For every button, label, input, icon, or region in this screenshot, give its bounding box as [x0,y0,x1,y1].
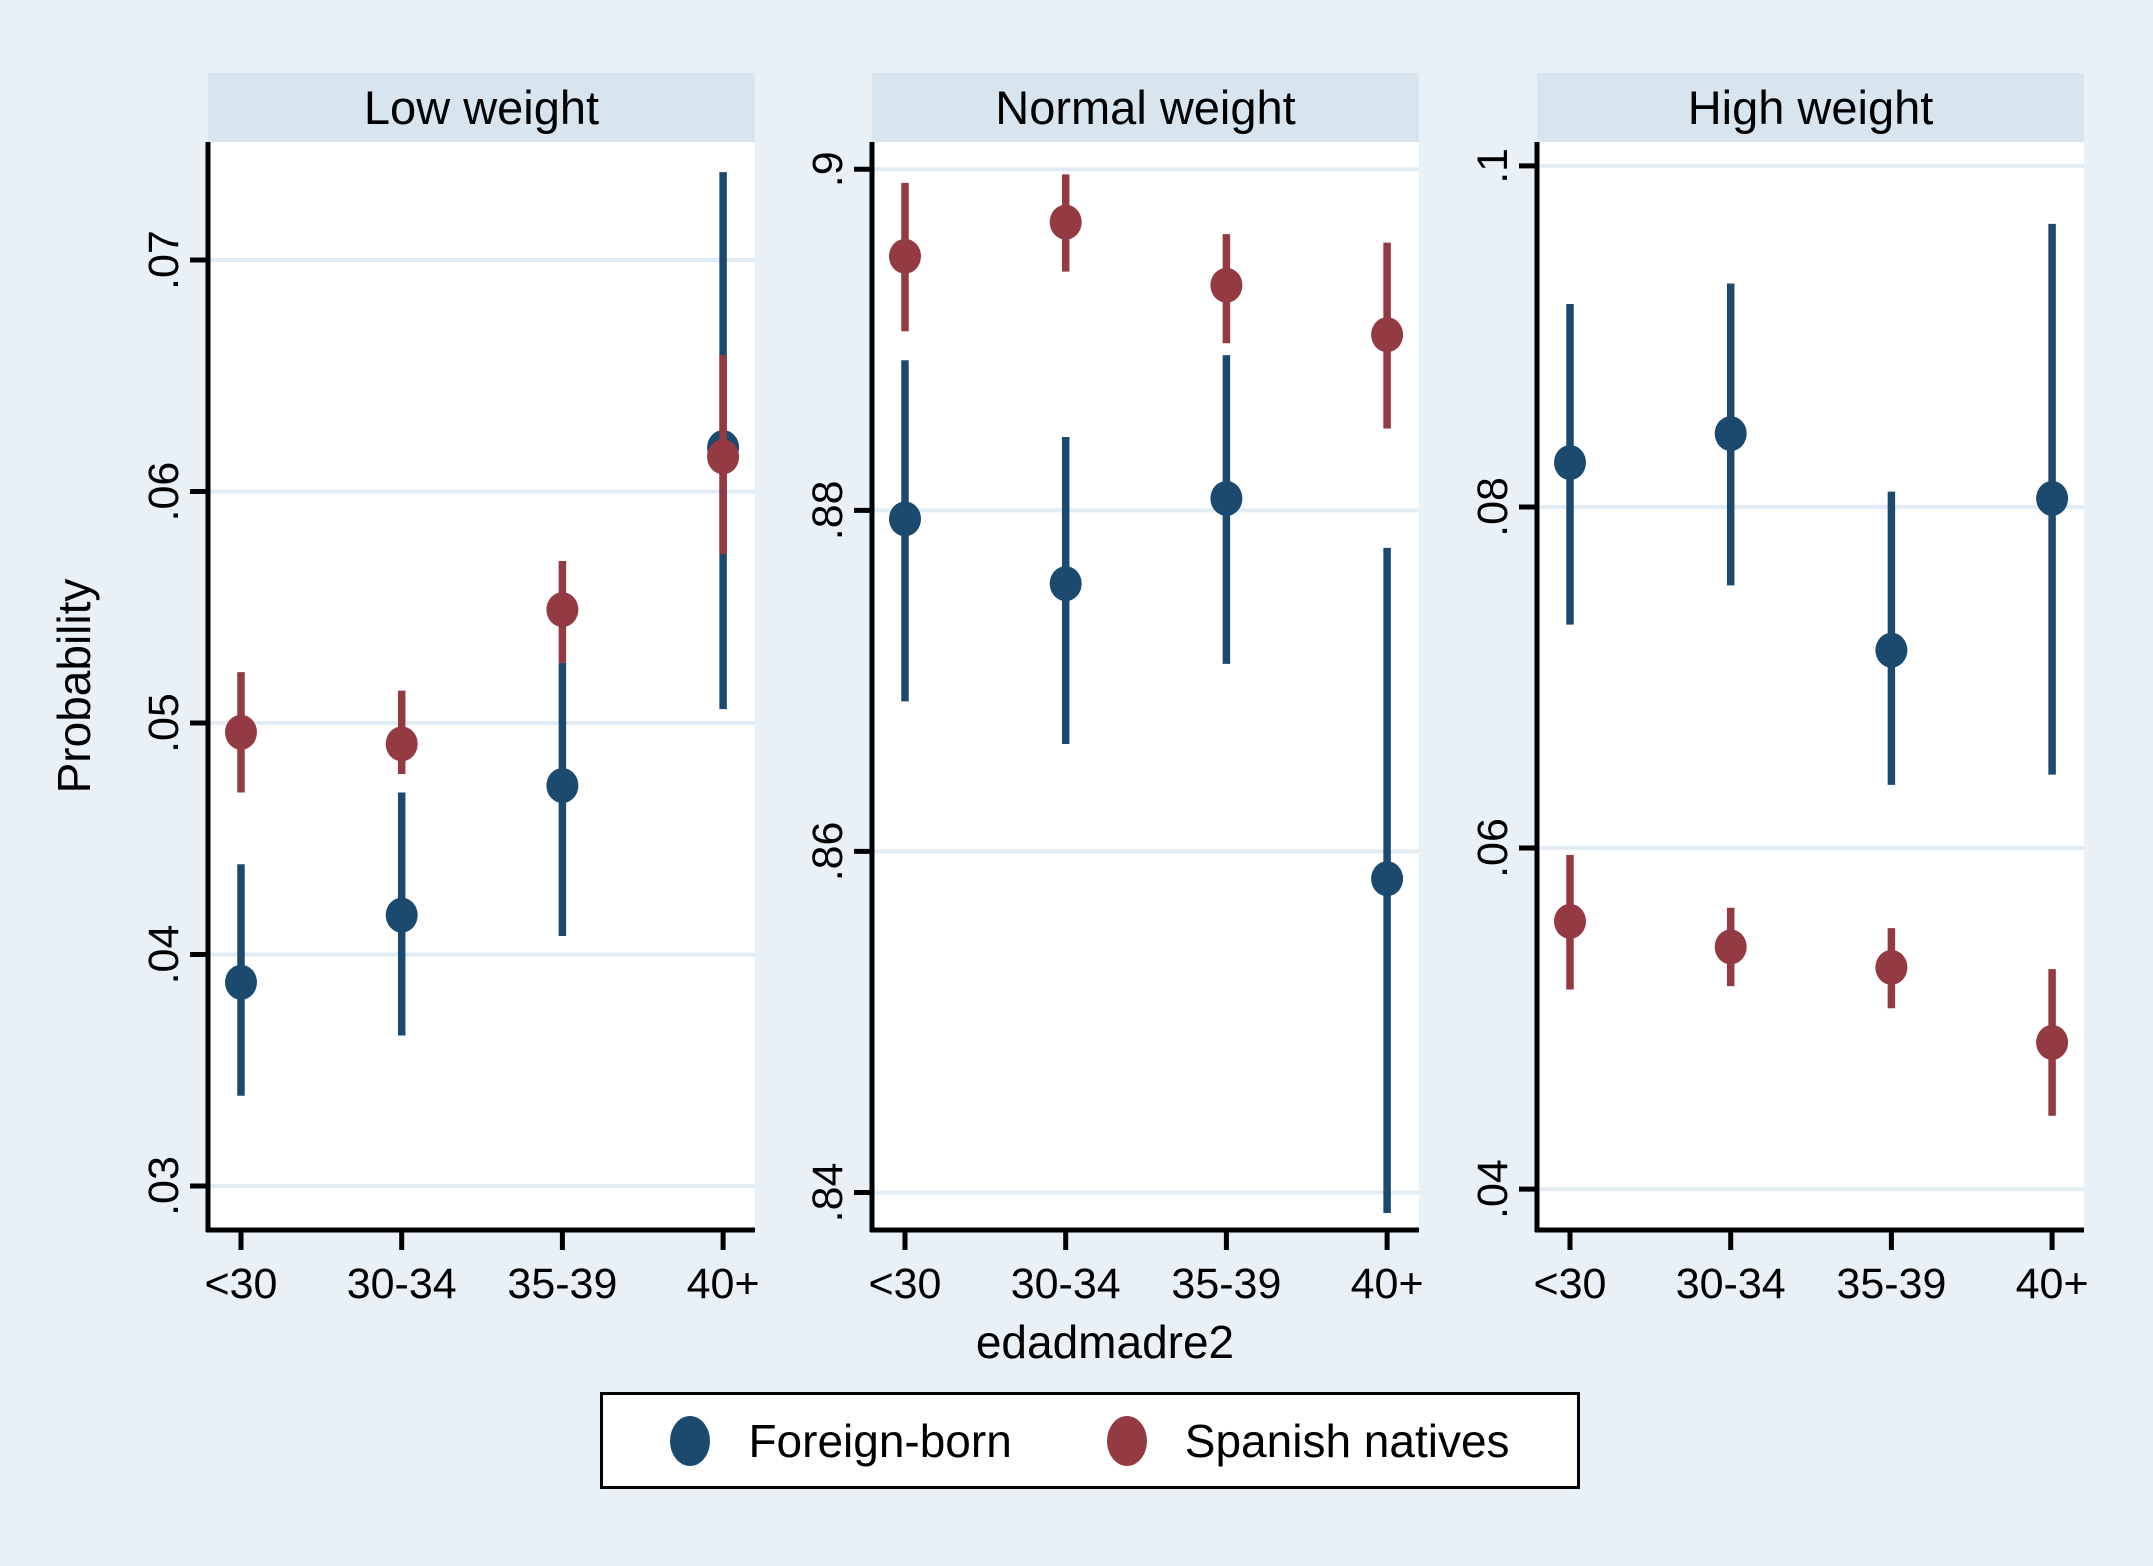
legend-label: Foreign-born [748,1414,1012,1467]
data-point [1049,566,1082,602]
panel-header-high-weight: High weight [1537,73,2084,142]
data-point [889,501,921,537]
y-tick-label: .84 [804,1163,852,1223]
legend-label: Spanish natives [1184,1414,1510,1467]
x-tick-label: 40+ [687,1260,760,1308]
y-tick-label: .04 [140,925,188,985]
x-tick-label: <30 [1534,1260,1607,1308]
x-tick-label: 35-39 [1836,1260,1946,1308]
plot-area [208,142,755,1230]
x-tick-label: 35-39 [1171,1260,1281,1308]
x-tick-label: 35-39 [507,1260,617,1308]
y-tick-label: .1 [1469,148,1517,184]
legend-item-spanish-natives: Spanish natives [1106,1414,1510,1468]
y-tick-label: .04 [1469,1159,1517,1219]
y-tick-label: .86 [804,822,852,882]
data-point [1210,480,1243,516]
data-point [225,964,257,1000]
y-axis-title: Probability [48,578,100,794]
data-point [2036,1024,2069,1060]
y-tick-label: .03 [140,1156,188,1216]
x-tick-label: 40+ [1351,1260,1424,1308]
data-point [385,726,418,762]
data-point [889,238,921,274]
y-tick-label: .05 [140,693,188,753]
data-point [1875,632,1908,668]
panel-title: High weight [1687,81,1934,134]
x-tick-label: <30 [869,1260,942,1308]
y-tick-label: .08 [1469,477,1517,537]
panel-title: Normal weight [995,81,1296,134]
y-tick-label: .06 [1469,818,1517,878]
x-tick-label: 40+ [2016,1260,2089,1308]
data-point [546,592,579,628]
data-point [1554,903,1586,939]
data-point [1371,317,1404,353]
x-tick-label: 30-34 [1676,1260,1786,1308]
x-tick-label: 30-34 [1011,1260,1121,1308]
panel-header-normal-weight: Normal weight [872,73,1419,142]
data-point [1714,929,1747,965]
legend: Foreign-born Spanish natives [600,1392,1580,1489]
y-tick-label: .07 [140,230,188,290]
data-point [707,439,740,475]
data-point [1875,949,1908,985]
plot-area [1537,142,2084,1230]
data-point [2036,480,2069,516]
data-point [1554,445,1586,481]
foreign-born-marker-icon [670,1415,711,1466]
data-point [1210,267,1243,303]
data-point [225,714,257,750]
data-point [546,768,579,804]
spanish-natives-marker-icon [1106,1415,1147,1466]
panel-header-low-weight: Low weight [208,73,755,142]
data-point [1371,861,1404,897]
x-tick-label: 30-34 [347,1260,457,1308]
y-tick-label: .88 [804,480,852,540]
legend-item-foreign-born: Foreign-born [670,1414,1012,1468]
y-tick-label: .06 [140,462,188,522]
data-point [1714,416,1747,452]
plot-area [872,142,1419,1230]
data-point [1049,204,1082,240]
y-tick-label: .9 [804,151,852,187]
x-tick-label: <30 [205,1260,278,1308]
data-point [385,897,418,933]
x-axis-title: edadmadre2 [975,1316,1235,1368]
panel-title: Low weight [363,81,600,134]
